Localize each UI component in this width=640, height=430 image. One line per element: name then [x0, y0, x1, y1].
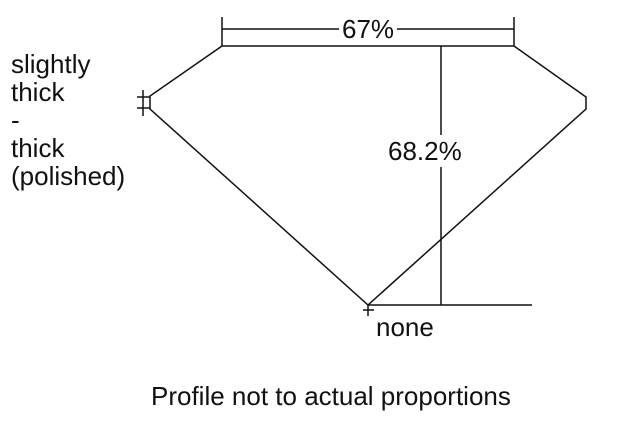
girdle-label-line: thick: [11, 77, 65, 107]
culet-label: none: [376, 312, 434, 342]
girdle-label-line: slightly: [11, 49, 91, 79]
depth-percent-label: 68.2%: [388, 135, 462, 167]
girdle-thickness-label: slightly thick - thick (polished): [11, 50, 125, 190]
gem-outline: [149, 45, 587, 307]
girdle-marker: [137, 90, 150, 116]
table-percent-label: 67%: [339, 15, 398, 43]
caption: Profile not to actual proportions: [151, 381, 511, 411]
culet-marker: [363, 305, 374, 316]
girdle-label-line: (polished): [11, 161, 126, 191]
girdle-label-line: thick: [11, 133, 65, 163]
girdle-label-line: -: [11, 105, 20, 135]
